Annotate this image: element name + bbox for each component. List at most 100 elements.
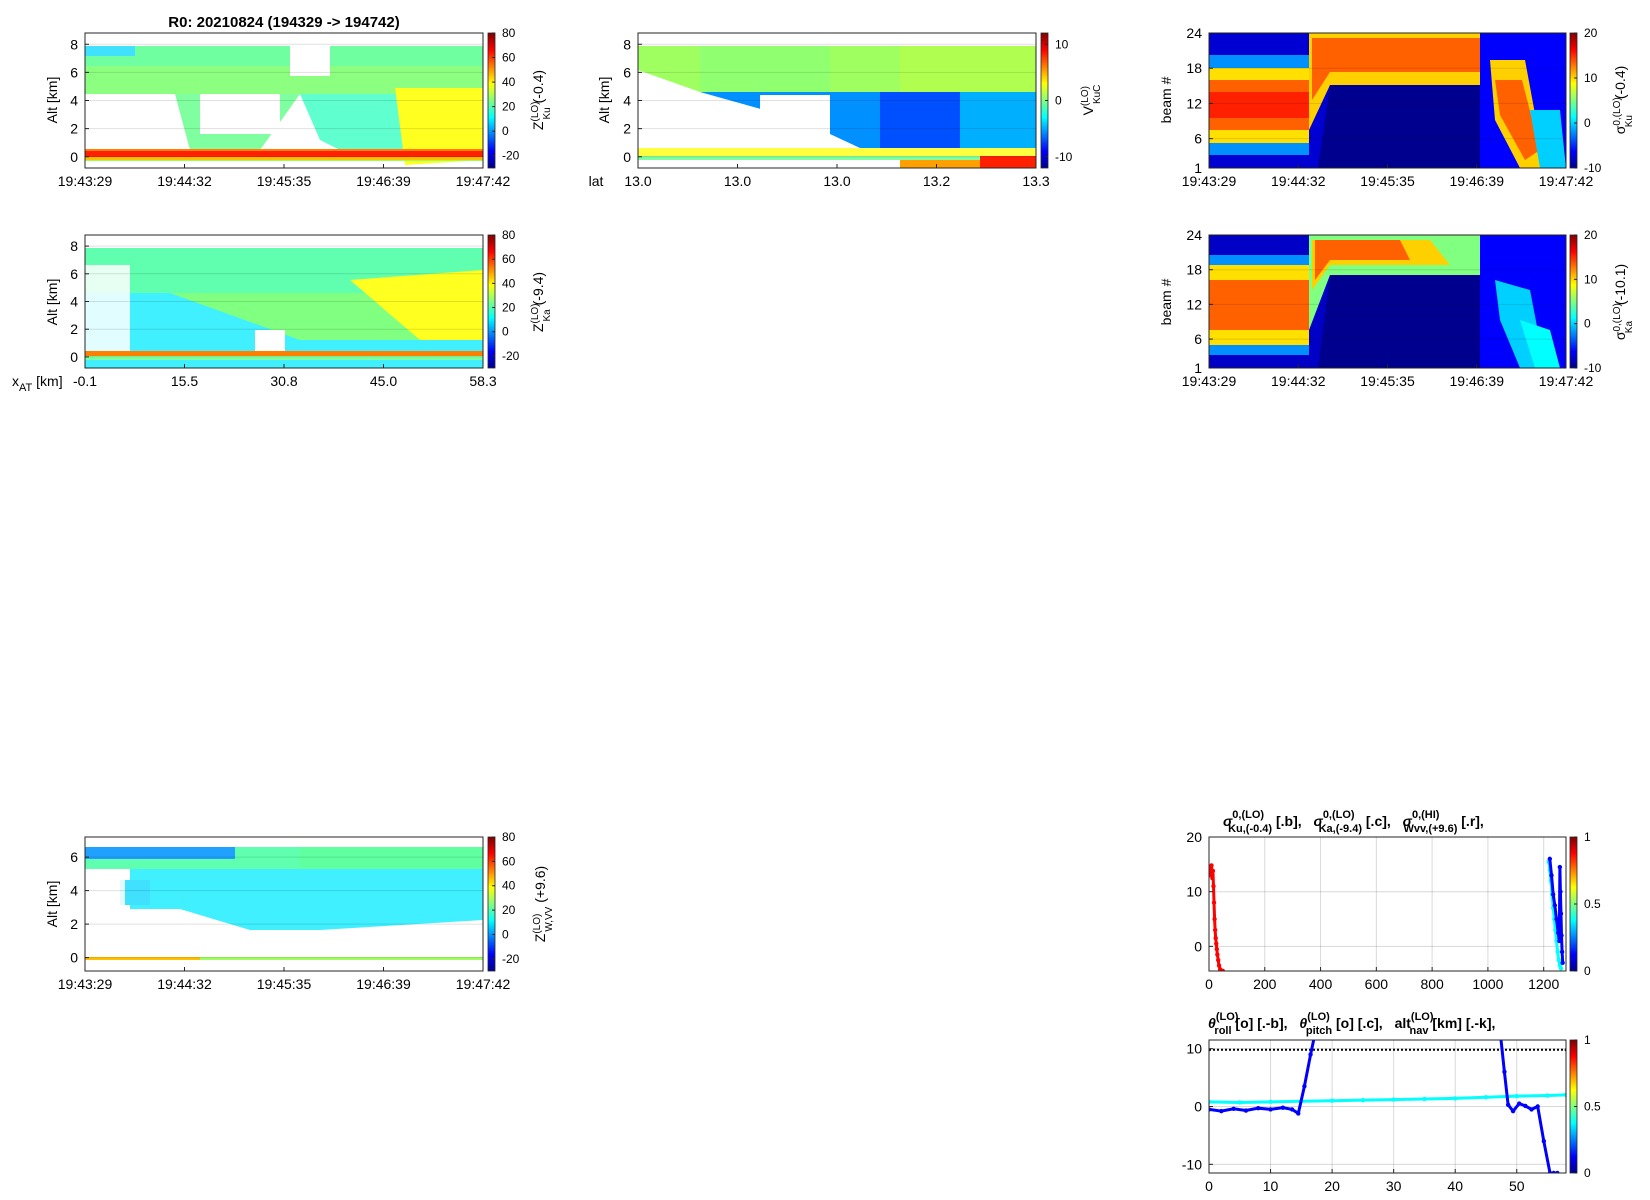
colorbar-tick-label: 10 — [1584, 71, 1598, 85]
colorbar-label-zka: Z(LO)Ka (-9.4) — [530, 272, 553, 332]
xtick-label: 19:43:29 — [58, 976, 113, 992]
colorbar-ticks-zku: 80 60 40 20 0 -20 — [492, 26, 520, 163]
title-attitude: θ(LO) roll [o] [.-b], θ(LO) pitch [o] [.c]… — [1208, 1011, 1495, 1037]
ytick-label: 8 — [623, 36, 631, 52]
colorbar-tick-label: 40 — [502, 879, 516, 893]
series-point-roll — [1231, 1106, 1236, 1112]
yticks-attitude: -10 0 10 — [1182, 1041, 1213, 1172]
xtick-label: 13.2 — [923, 173, 950, 189]
yticks-zw: 0 2 4 6 — [70, 849, 483, 966]
xtick-label: 30 — [1386, 1178, 1402, 1194]
colorbar-tick-label: 10 — [1055, 37, 1069, 51]
yticks-ska: 1 6 12 18 24 — [1186, 227, 1566, 376]
panel-ska: 1 6 12 18 24 19:43:29 19:44:32 19:45:35 19:46:3… — [1158, 227, 1635, 389]
xtick-label: 19:46:39 — [1450, 373, 1505, 389]
series-point-Wvv — [1212, 916, 1217, 922]
colorbar-tick-label: 0.5 — [1584, 897, 1601, 911]
ytick-label: 10 — [1186, 1041, 1202, 1057]
heatmap-zw — [85, 837, 483, 971]
series-point-Wvv — [1210, 875, 1215, 881]
series-sigma — [1209, 856, 1565, 971]
xtick-label: 200 — [1253, 976, 1277, 992]
series-point-Wvv — [1211, 884, 1216, 889]
plot-bg-attitude — [1209, 1040, 1566, 1173]
colorbar-tick-label: 80 — [502, 228, 516, 242]
colorbar-tick-label: 20 — [502, 100, 516, 114]
ytick-label: 2 — [623, 121, 631, 137]
xtick-label: 1000 — [1472, 976, 1503, 992]
series-point-Wvv — [1216, 957, 1221, 963]
series-point-roll — [1523, 1103, 1528, 1109]
xticks-sku: 19:43:29 19:44:32 19:45:35 19:46:39 19:47:42 — [1182, 164, 1594, 189]
colorbar-ticks-vku: 10 0 -10 — [1045, 37, 1073, 164]
ytick-label: 8 — [70, 238, 78, 254]
xlabel-vku: lat — [589, 173, 604, 189]
series-point-Ku — [1554, 916, 1559, 922]
ytick-label: 6 — [70, 849, 78, 865]
ytick-label: 0 — [1194, 1099, 1202, 1115]
xtick-label: 19:45:35 — [257, 173, 312, 189]
colorbar-tick-label: 80 — [502, 830, 516, 844]
series-point-roll — [1296, 1111, 1301, 1116]
xtick-label: 0 — [1205, 976, 1213, 992]
xtick-label: 19:44:32 — [1271, 373, 1326, 389]
xtick-label: 13.0 — [624, 173, 651, 189]
series-point-Wvv — [1213, 935, 1218, 941]
xtick-label: 13.0 — [724, 173, 751, 189]
colorbar-tick-label: 40 — [502, 276, 516, 290]
colorbar-sku — [1569, 32, 1578, 169]
colorbar-tick-label: 80 — [502, 26, 516, 40]
ytick-label: 1 — [1194, 360, 1202, 376]
colorbar-tick-label: 40 — [502, 75, 516, 89]
ytick-label: -10 — [1182, 1156, 1202, 1172]
ytick-label: 10 — [1186, 884, 1202, 900]
series-point-roll — [1529, 1107, 1534, 1112]
xtick-label: 10 — [1263, 1178, 1279, 1194]
yticks-zka: 0 2 4 6 8 — [70, 238, 483, 365]
colorbar-ticks-ska: 20 10 0 -10 — [1574, 228, 1602, 375]
colorbar-tick-label: -20 — [502, 952, 520, 966]
colorbar-tick-label: 20 — [502, 903, 516, 917]
xticks-ska: 19:43:29 19:44:32 19:45:35 19:46:39 19:47:42 — [1182, 364, 1593, 389]
colorbar-zw — [487, 836, 496, 972]
colorbar-tick-label: 1 — [1584, 1033, 1591, 1047]
colorbar-ticks-zka: 80 60 40 20 0 -20 — [492, 228, 520, 363]
ytick-label: 12 — [1186, 95, 1202, 111]
series-point-pitch — [1563, 1092, 1566, 1098]
series-point-roll — [1497, 1023, 1501, 1027]
xtick-label: 19:46:39 — [1450, 173, 1505, 189]
series-point-roll — [1505, 1102, 1511, 1107]
colorbar-ticks-attitude: 10.50 — [1574, 1033, 1601, 1180]
panel-zka: 0 2 4 6 8 -0.1 15.5 30.8 45.0 58.3 xAT [km] Alt … — [12, 228, 553, 394]
xtick-label: 19:47:42 — [1539, 173, 1594, 189]
colorbar-tick-label: 0 — [1584, 317, 1591, 331]
colorbar-label-zw: Z(LO)W,VV (+9.6) — [532, 866, 555, 942]
xtick-label: 0 — [1205, 1178, 1213, 1194]
series-point-Wvv — [1216, 963, 1222, 968]
colorbar-tick-label: 0 — [1055, 94, 1062, 108]
series-point-pitch — [1483, 1095, 1489, 1100]
series-point-pitch — [1422, 1096, 1427, 1102]
ytick-label: 20 — [1186, 829, 1202, 845]
axes-box-sigma — [1208, 836, 1567, 972]
ytick-label: 2 — [70, 321, 78, 337]
colorbar-tick-label: -10 — [1055, 150, 1073, 164]
xtick-label: 58.3 — [469, 373, 496, 389]
ytick-label: 4 — [70, 294, 78, 310]
series-point-Ku — [1560, 960, 1565, 965]
xticks-vku: 13.0 13.0 13.0 13.2 13.3 — [624, 164, 1050, 189]
xtick-label: 19:46:39 — [356, 173, 411, 189]
xtick-label: 19:43:29 — [58, 173, 113, 189]
colorbar-tick-label: 0 — [1584, 1166, 1591, 1180]
ytick-label: 24 — [1186, 227, 1202, 243]
xtick-label: 1200 — [1528, 976, 1559, 992]
ytick-label: 4 — [623, 93, 631, 109]
xticks-zku: 19:43:29 19:44:32 19:45:35 19:46:39 19:47:42 — [58, 164, 510, 189]
series-point-Ku — [1559, 933, 1564, 938]
xticks-attitude: 0 10 20 30 40 50 — [1205, 1169, 1525, 1194]
series-attitude — [1209, 1023, 1566, 1173]
series-point-roll — [1551, 1170, 1556, 1173]
xtick-label: 13.3 — [1022, 173, 1049, 189]
ytick-label: 0 — [70, 349, 78, 365]
